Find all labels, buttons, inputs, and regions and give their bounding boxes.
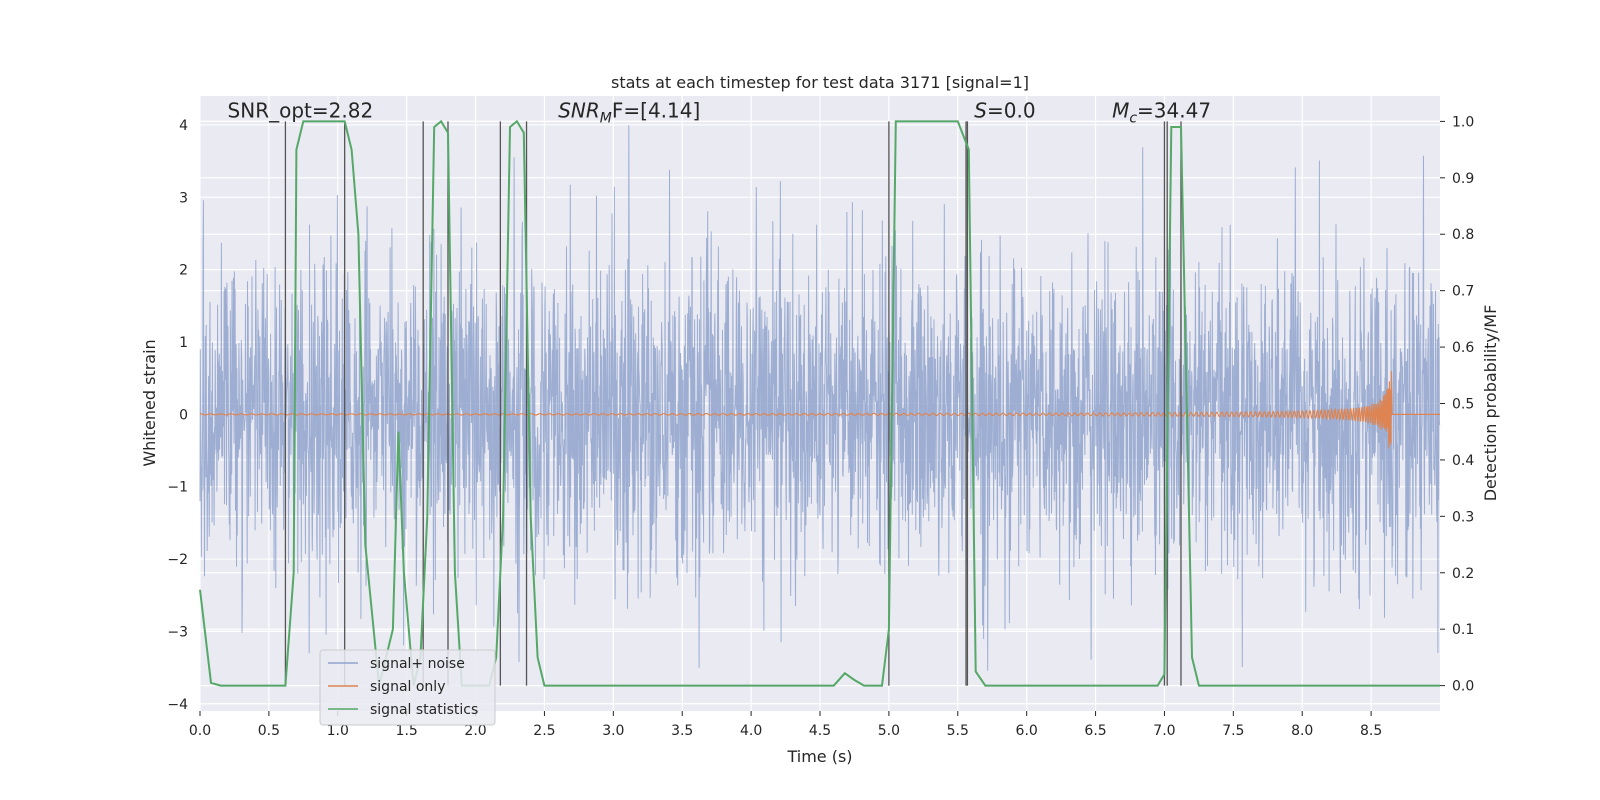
y-tick-label: 1 bbox=[179, 335, 188, 351]
y-axis-label: Whitened strain bbox=[140, 339, 159, 466]
x-axis-label: Time (s) bbox=[786, 747, 852, 766]
x-tick-label: 4.5 bbox=[809, 723, 831, 739]
x-tick-label: 1.5 bbox=[396, 723, 418, 739]
y-tick-label: −1 bbox=[167, 480, 188, 496]
signal-line bbox=[200, 371, 1440, 449]
legend-label-signal: signal only bbox=[370, 679, 445, 695]
y2-tick-label: 0.7 bbox=[1452, 284, 1474, 300]
y2-tick-label: 0.6 bbox=[1452, 340, 1474, 356]
y-tick-label: 2 bbox=[179, 263, 188, 279]
y2-tick-label: 0.2 bbox=[1452, 566, 1474, 582]
y-tick-label: 3 bbox=[179, 190, 188, 206]
signal-noise-series bbox=[199, 125, 1441, 671]
y2-axis-label: Detection probability/MF bbox=[1481, 305, 1500, 502]
x-tick-label: 1.0 bbox=[327, 723, 349, 739]
chart-title: stats at each timestep for test data 317… bbox=[611, 73, 1029, 92]
y2-tick-label: 0.4 bbox=[1452, 453, 1474, 469]
y2-tick-label: 0.9 bbox=[1452, 171, 1474, 187]
x-tick-label: 2.5 bbox=[533, 723, 555, 739]
annotation-text: SNR_opt=2.82 bbox=[228, 99, 374, 123]
y-tick-label: 4 bbox=[179, 118, 188, 134]
legend: signal+ noise signal only signal statist… bbox=[319, 649, 496, 726]
x-tick-label: 2.0 bbox=[464, 723, 486, 739]
x-tick-label: 7.5 bbox=[1222, 723, 1244, 739]
y-tick-label: −2 bbox=[167, 552, 188, 568]
y2-tick-label: 0.1 bbox=[1452, 622, 1474, 638]
x-tick-labels: 0.0 0.5 1.0 1.5 2.0 2.5 3.0 3.5 4.0 4.5 5.0 5.5 6.0 6… bbox=[189, 711, 1382, 739]
annotation-text: Mc=34.47 bbox=[1112, 99, 1211, 127]
y-tick-label: −4 bbox=[167, 697, 188, 713]
y2-tick-label: 1.0 bbox=[1452, 114, 1474, 130]
legend-label-noise: signal+ noise bbox=[370, 656, 465, 672]
x-tick-label: 8.5 bbox=[1360, 723, 1382, 739]
y-tick-label: 0 bbox=[179, 407, 188, 423]
y2-tick-label: 0.5 bbox=[1452, 397, 1474, 413]
x-tick-label: 7.0 bbox=[1153, 723, 1175, 739]
x-tick-label: 6.5 bbox=[1084, 723, 1106, 739]
x-tick-label: 0.0 bbox=[189, 723, 211, 739]
y2-tick-label: 0.0 bbox=[1452, 679, 1474, 695]
x-tick-label: 5.5 bbox=[947, 723, 969, 739]
y2-tick-label: 0.8 bbox=[1452, 227, 1474, 243]
x-tick-label: 6.0 bbox=[1016, 723, 1038, 739]
y-tick-label: −3 bbox=[167, 624, 188, 640]
annotations: SNR_opt=2.82 SNRMF=[4.14] S=0.0 Mc=34.47 bbox=[228, 99, 1212, 127]
legend-box bbox=[319, 649, 496, 726]
y2-tick-label: 0.3 bbox=[1452, 509, 1474, 525]
y2-tick-labels: 0.0 0.1 0.2 0.3 0.4 0.5 0.6 0.7 0.8 0.9 1.0 bbox=[1440, 114, 1474, 695]
annotation-text: S=0.0 bbox=[974, 99, 1035, 123]
statistics-line bbox=[199, 119, 1440, 687]
noise-line bbox=[199, 125, 1441, 671]
annotation-text: SNRMF=[4.14] bbox=[558, 99, 700, 127]
x-tick-label: 3.5 bbox=[671, 723, 693, 739]
x-tick-label: 3.0 bbox=[602, 723, 624, 739]
y-tick-labels: −4 −3 −2 −1 0 1 2 3 4 bbox=[167, 118, 188, 713]
x-tick-label: 8.0 bbox=[1291, 723, 1313, 739]
legend-label-stats: signal statistics bbox=[370, 702, 478, 718]
x-tick-label: 4.0 bbox=[740, 723, 762, 739]
signal-only-series bbox=[200, 371, 1440, 449]
signal-statistics-series bbox=[199, 119, 1440, 687]
x-tick-label: 5.0 bbox=[878, 723, 900, 739]
x-tick-label: 0.5 bbox=[258, 723, 280, 739]
